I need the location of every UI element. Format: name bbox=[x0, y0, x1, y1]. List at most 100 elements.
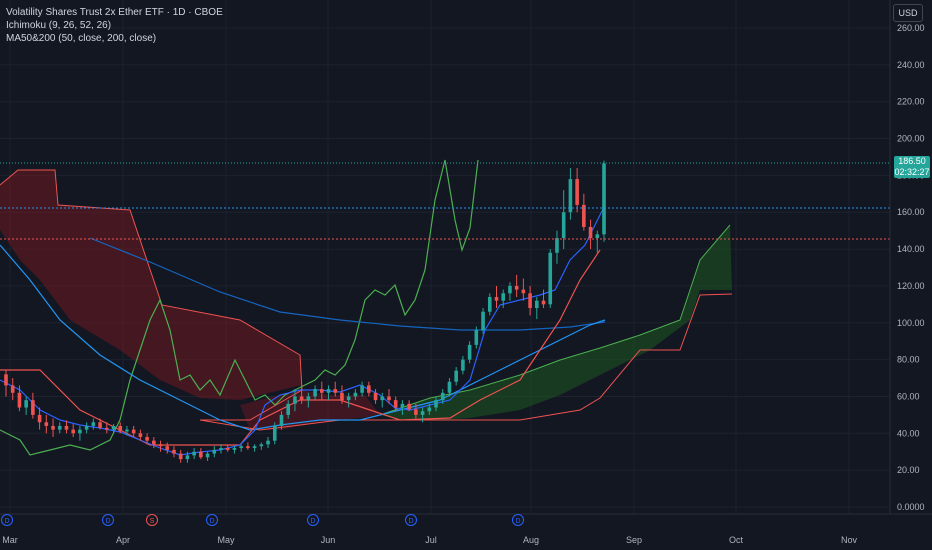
candle-body bbox=[57, 425, 62, 430]
cloud-bear-area-2 bbox=[240, 390, 380, 430]
event-marker-label: D bbox=[209, 518, 214, 525]
candle-body bbox=[125, 429, 129, 432]
candle-body bbox=[24, 400, 28, 408]
time-axis-bg bbox=[0, 514, 932, 550]
candle-body bbox=[575, 179, 579, 205]
candle-body bbox=[373, 392, 378, 401]
candle-body bbox=[508, 285, 512, 294]
candle-body bbox=[380, 396, 385, 401]
candle-body bbox=[17, 392, 22, 408]
candle-body bbox=[434, 400, 438, 408]
last-price-value: 186.50 bbox=[898, 156, 926, 166]
dividend-event-marker[interactable] bbox=[1, 514, 13, 526]
y-tick-label: 160.00 bbox=[897, 207, 925, 217]
ichimoku-conversion-line bbox=[0, 204, 606, 456]
candle-body bbox=[138, 433, 143, 437]
x-tick-label: Jul bbox=[425, 535, 437, 545]
x-tick-label: May bbox=[217, 535, 235, 545]
candle-body bbox=[454, 370, 458, 382]
candle-body bbox=[158, 444, 163, 447]
y-tick-label: 0.0000 bbox=[897, 502, 925, 512]
dividend-event-marker[interactable] bbox=[405, 514, 417, 526]
y-tick-label: 260.00 bbox=[897, 23, 925, 33]
ichimoku-cloud bbox=[0, 169, 733, 431]
candle-body bbox=[286, 403, 291, 415]
currency-button[interactable]: USD bbox=[893, 4, 923, 22]
event-marker-label: D bbox=[310, 518, 315, 525]
candle-body bbox=[165, 446, 170, 450]
candle-body bbox=[225, 448, 230, 450]
x-tick-label: Nov bbox=[841, 535, 858, 545]
candle-body bbox=[219, 448, 223, 450]
candle-body bbox=[91, 422, 96, 426]
candle-body bbox=[306, 396, 311, 401]
y-tick-label: 60.00 bbox=[897, 391, 920, 401]
dividend-event-marker[interactable] bbox=[206, 514, 218, 526]
event-marker-label: D bbox=[4, 518, 9, 525]
event-marker-label: D bbox=[515, 518, 520, 525]
candle-body bbox=[104, 427, 109, 430]
x-tick-label: Aug bbox=[523, 535, 539, 545]
candle-body bbox=[333, 389, 338, 393]
candle-body bbox=[192, 451, 196, 456]
candle-body bbox=[481, 311, 485, 331]
candle-body bbox=[293, 396, 297, 404]
candle-body bbox=[501, 293, 506, 301]
x-tick-label: Oct bbox=[729, 535, 744, 545]
split-event-marker[interactable] bbox=[146, 514, 158, 526]
candle-body bbox=[51, 425, 55, 430]
candle-body bbox=[4, 374, 8, 386]
candle-body bbox=[152, 440, 156, 445]
candle-body bbox=[252, 446, 257, 449]
candle-body bbox=[185, 455, 190, 460]
price-axis-bg bbox=[890, 0, 932, 550]
candle-body bbox=[279, 414, 284, 426]
candle-body bbox=[367, 385, 371, 393]
time-axis[interactable]: Mar Apr May Jun Jul Aug Sep Oct Nov bbox=[0, 513, 932, 550]
event-marker-label: S bbox=[150, 518, 155, 525]
candle-body bbox=[528, 293, 532, 309]
candle-body bbox=[400, 403, 405, 408]
dividend-event-marker[interactable] bbox=[307, 514, 319, 526]
ichimoku-legend[interactable]: Ichimoku (9, 26, 52, 26) bbox=[6, 20, 112, 31]
candle-body bbox=[474, 330, 479, 345]
price-axis[interactable]: 260.00240.00220.00200.00180.00160.00140.… bbox=[889, 0, 932, 550]
dividend-event-marker[interactable] bbox=[512, 514, 524, 526]
candle-body bbox=[555, 238, 559, 253]
y-tick-label: 80.00 bbox=[897, 355, 920, 365]
candle-body bbox=[10, 385, 15, 393]
candle-body bbox=[326, 389, 331, 393]
x-tick-label: Mar bbox=[2, 535, 18, 545]
candle-body bbox=[205, 453, 210, 458]
y-tick-label: 200.00 bbox=[897, 134, 925, 144]
y-tick-label: 20.00 bbox=[897, 465, 920, 475]
symbol-title[interactable]: Volatility Shares Trust 2x Ether ETF · 1… bbox=[6, 7, 223, 18]
y-tick-label: 40.00 bbox=[897, 428, 920, 438]
candle-body bbox=[521, 289, 526, 294]
candle-body bbox=[360, 385, 364, 393]
candle-body bbox=[582, 204, 586, 227]
leading-span-a bbox=[379, 224, 731, 416]
candle-body bbox=[78, 429, 82, 434]
cloud-bear-area bbox=[0, 170, 302, 400]
dividend-event-marker[interactable] bbox=[102, 514, 114, 526]
candle-body bbox=[232, 448, 237, 450]
candle-body bbox=[535, 300, 539, 309]
candle-body bbox=[272, 425, 277, 441]
candle-body bbox=[595, 234, 600, 239]
candle-body bbox=[64, 425, 69, 430]
candlesticks bbox=[4, 160, 606, 463]
bar-countdown: 02:32:27 bbox=[894, 167, 930, 177]
candle-body bbox=[71, 429, 75, 434]
ma-legend[interactable]: MA50&200 (50, close, 200, close) bbox=[6, 33, 157, 44]
event-marker-label: D bbox=[408, 518, 413, 525]
x-tick-label: Jun bbox=[321, 535, 336, 545]
candle-body bbox=[266, 440, 270, 445]
candle-body bbox=[548, 252, 553, 305]
candle-body bbox=[259, 444, 264, 447]
candle-body bbox=[494, 296, 499, 301]
candle-body bbox=[461, 359, 465, 371]
